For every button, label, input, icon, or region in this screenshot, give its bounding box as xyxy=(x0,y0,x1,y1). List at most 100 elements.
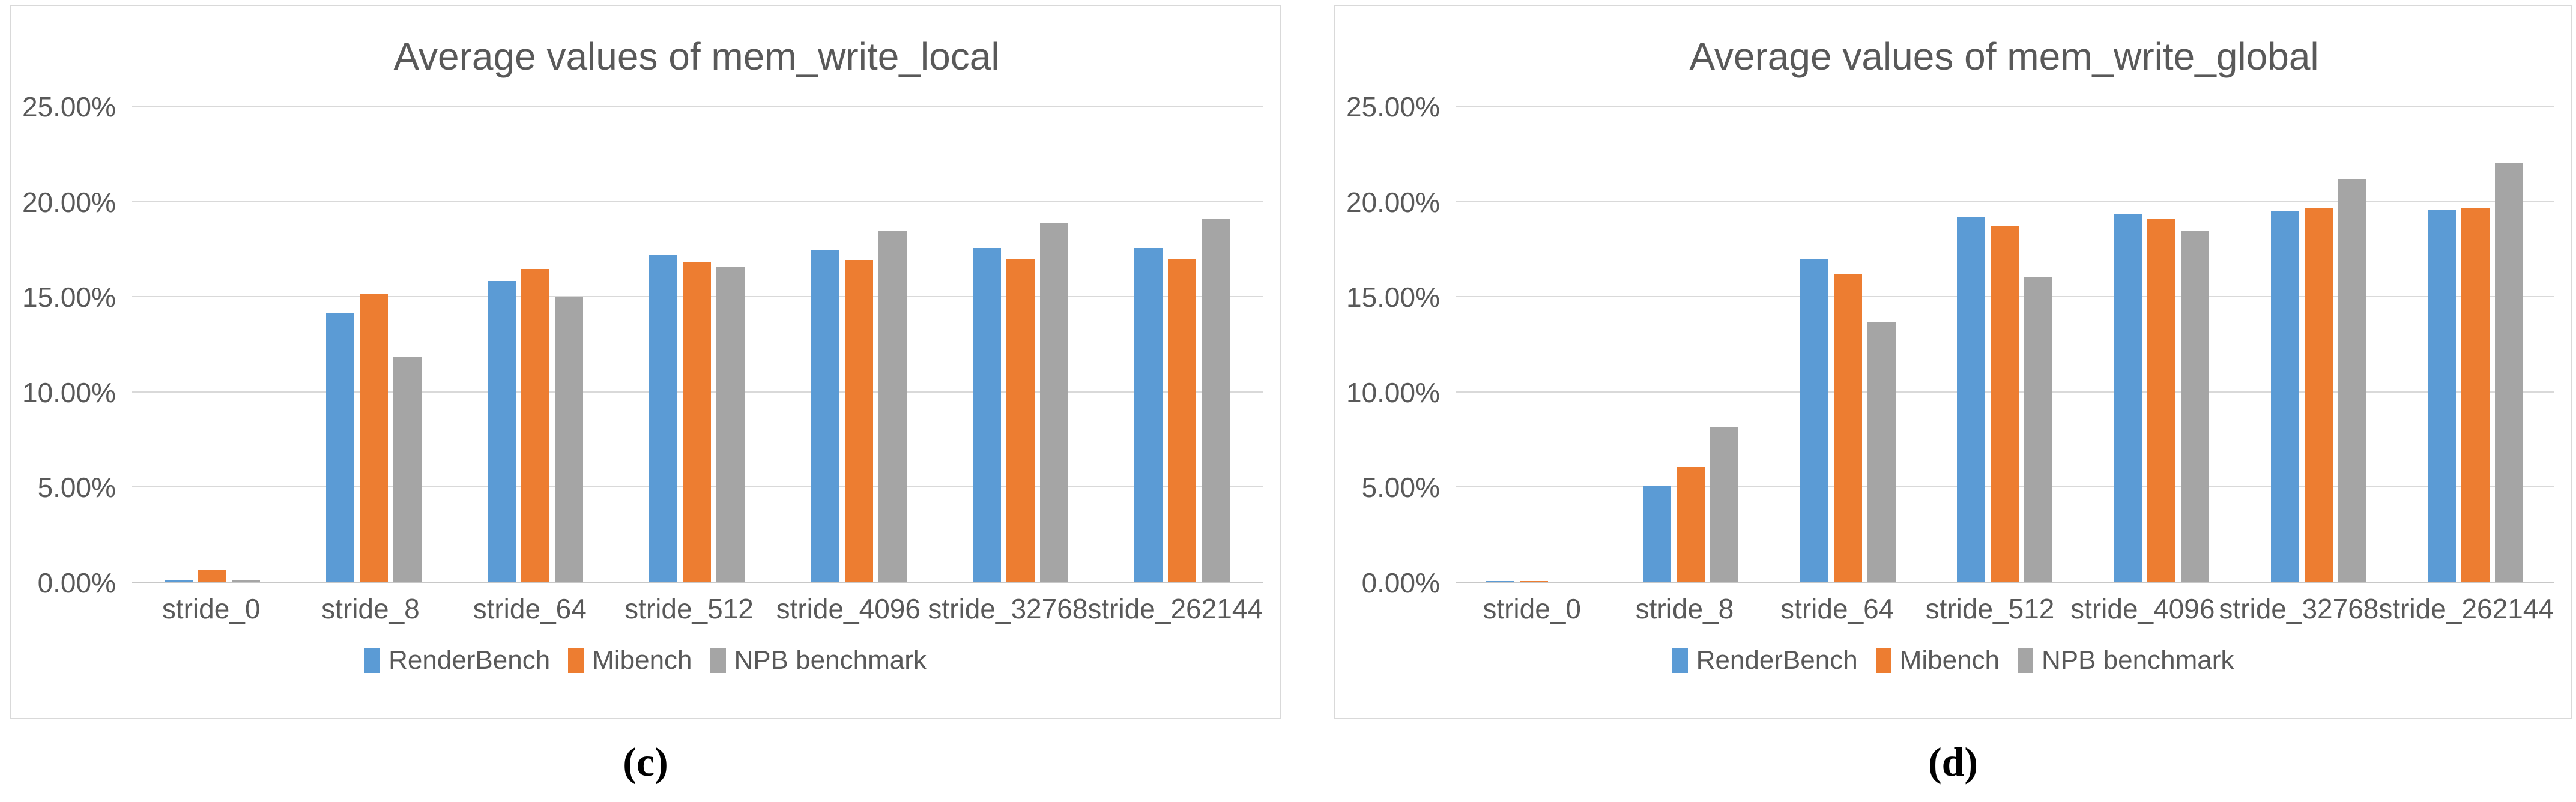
x-tick-label-stride-0: stride_0 xyxy=(162,593,261,624)
bar-mibench-stride-64 xyxy=(521,268,550,583)
bar-cluster-stride-4096 xyxy=(778,107,940,583)
legend-item-mibench: Mibench xyxy=(1875,645,2000,675)
chart-panel-mem-write-local: Average values of mem_write_local 0.00% 5… xyxy=(10,5,1281,719)
bar-cluster-stride-8 xyxy=(1612,107,1769,583)
bar-mibench-stride-262144 xyxy=(1167,259,1196,583)
bar-npb-benchmark-stride-4096 xyxy=(2181,231,2210,583)
legend-swatch-mibench xyxy=(1875,648,1891,673)
bar-mibench-stride-4096 xyxy=(2147,219,2176,583)
bar-mibench-stride-512 xyxy=(683,262,712,583)
x-tick-label-stride-8: stride_8 xyxy=(1635,593,1734,624)
bar-mibench-stride-0 xyxy=(198,570,227,583)
y-tick-label: 20.00% xyxy=(22,186,116,218)
bar-mibench-stride-4096 xyxy=(844,260,873,583)
figure-caption-c: (c) xyxy=(623,739,668,785)
y-tick-label: 10.00% xyxy=(1346,376,1440,408)
gridline-20 xyxy=(132,200,1263,202)
y-tick-label: 0.00% xyxy=(37,567,116,598)
bar-cluster-stride-0 xyxy=(132,107,293,583)
x-tick-label-stride-4096: stride_4096 xyxy=(776,593,921,624)
legend-item-renderbench: RenderBench xyxy=(364,645,550,675)
plot-area xyxy=(1456,106,2554,583)
bar-npb-benchmark-stride-4096 xyxy=(878,231,907,583)
bar-mibench-stride-32768 xyxy=(1006,259,1035,583)
y-tick-label: 0.00% xyxy=(1361,567,1440,598)
bar-npb-benchmark-stride-512 xyxy=(716,267,745,583)
bar-cluster-stride-4096 xyxy=(2083,107,2240,583)
bar-cluster-stride-512 xyxy=(1926,107,2083,583)
bar-renderbench-stride-64 xyxy=(488,281,516,583)
bar-cluster-stride-262144 xyxy=(2397,107,2554,583)
bar-npb-benchmark-stride-512 xyxy=(2024,277,2052,583)
bar-cluster-stride-0 xyxy=(1456,107,1612,583)
x-tick-label-stride-32768: stride_32768 xyxy=(2219,593,2379,624)
bar-cluster-stride-8 xyxy=(293,107,455,583)
legend-label-npb-benchmark: NPB benchmark xyxy=(734,645,927,675)
legend-swatch-renderbench xyxy=(364,648,381,673)
bar-renderbench-stride-32768 xyxy=(2270,211,2299,583)
bar-npb-benchmark-stride-8 xyxy=(1710,426,1739,583)
bar-npb-benchmark-stride-32768 xyxy=(2338,179,2366,583)
figure-column-d: Average values of mem_write_global 0.00%… xyxy=(1334,5,2572,786)
bar-cluster-stride-32768 xyxy=(940,107,1101,583)
gridline-25 xyxy=(132,106,1263,107)
x-axis-line xyxy=(132,582,1263,583)
bar-renderbench-stride-512 xyxy=(649,254,678,583)
x-axis-labels: stride_0 stride_8 stride_64 stride_512 strid… xyxy=(132,592,1263,625)
bar-renderbench-stride-262144 xyxy=(2427,210,2456,583)
figure-row: Average values of mem_write_local 0.00% 5… xyxy=(10,5,2572,786)
plot-wrap: 0.00% 5.00% 10.00% 15.00% 20.00% 25.00% xyxy=(11,91,1280,598)
bar-npb-benchmark-stride-64 xyxy=(555,297,584,583)
bar-npb-benchmark-stride-8 xyxy=(393,356,422,583)
bar-renderbench-stride-512 xyxy=(1956,217,1985,583)
legend-swatch-mibench xyxy=(568,648,584,673)
bar-npb-benchmark-stride-262144 xyxy=(2494,163,2523,583)
legend-swatch-npb-benchmark xyxy=(2018,648,2034,673)
figure-caption-d: (d) xyxy=(1927,739,1979,785)
y-tick-label: 15.00% xyxy=(1346,282,1440,313)
gridline-20 xyxy=(1456,200,2554,202)
figure-column-c: Average values of mem_write_local 0.00% 5… xyxy=(10,5,1281,786)
legend-item-mibench: Mibench xyxy=(568,645,692,675)
x-tick-label-stride-8: stride_8 xyxy=(321,593,420,624)
y-axis-labels: 0.00% 5.00% 10.00% 15.00% 20.00% 25.00% xyxy=(11,91,132,598)
chart-title: Average values of mem_write_local xyxy=(393,35,1000,78)
plot-area xyxy=(132,106,1263,583)
legend-swatch-npb-benchmark xyxy=(710,648,726,673)
chart-panel-mem-write-global: Average values of mem_write_global 0.00%… xyxy=(1334,5,2572,719)
bar-npb-benchmark-stride-64 xyxy=(1867,322,1896,583)
bar-cluster-stride-64 xyxy=(1770,107,1926,583)
bar-mibench-stride-8 xyxy=(1677,466,1705,583)
y-axis-labels: 0.00% 5.00% 10.00% 15.00% 20.00% 25.00% xyxy=(1335,91,1456,598)
bar-mibench-stride-8 xyxy=(360,293,389,583)
bar-mibench-stride-262144 xyxy=(2461,208,2490,583)
x-tick-label-stride-512: stride_512 xyxy=(1925,593,2055,624)
legend-label-renderbench: RenderBench xyxy=(1696,645,1858,675)
bar-clusters xyxy=(132,107,1263,583)
y-tick-label: 25.00% xyxy=(22,91,116,122)
bar-cluster-stride-64 xyxy=(455,107,616,583)
bar-npb-benchmark-stride-32768 xyxy=(1039,223,1068,583)
x-tick-label-stride-64: stride_64 xyxy=(473,593,587,624)
bar-renderbench-stride-64 xyxy=(1800,259,1828,583)
x-tick-label-stride-4096: stride_4096 xyxy=(2070,593,2215,624)
y-tick-label: 15.00% xyxy=(22,282,116,313)
x-tick-label-stride-512: stride_512 xyxy=(624,593,754,624)
bar-cluster-stride-262144 xyxy=(1101,107,1263,583)
y-tick-label: 5.00% xyxy=(37,472,116,504)
bar-mibench-stride-32768 xyxy=(2304,208,2333,583)
x-tick-label-stride-262144: stride_262144 xyxy=(1087,593,1263,624)
gridline-25 xyxy=(1456,106,2554,107)
bar-mibench-stride-64 xyxy=(1833,274,1862,583)
bar-renderbench-stride-8 xyxy=(1643,486,1672,583)
x-tick-label-stride-32768: stride_32768 xyxy=(928,593,1088,624)
x-tick-label-stride-262144: stride_262144 xyxy=(2378,593,2554,624)
x-axis-line xyxy=(1456,582,2554,583)
bar-npb-benchmark-stride-0 xyxy=(232,580,261,583)
bar-renderbench-stride-4096 xyxy=(811,249,839,583)
x-tick-label-stride-64: stride_64 xyxy=(1780,593,1894,624)
x-axis-labels: stride_0 stride_8 stride_64 stride_512 strid… xyxy=(1456,592,2554,625)
bar-renderbench-stride-262144 xyxy=(1134,247,1163,583)
bar-cluster-stride-32768 xyxy=(2240,107,2396,583)
legend-label-npb-benchmark: NPB benchmark xyxy=(2042,645,2234,675)
